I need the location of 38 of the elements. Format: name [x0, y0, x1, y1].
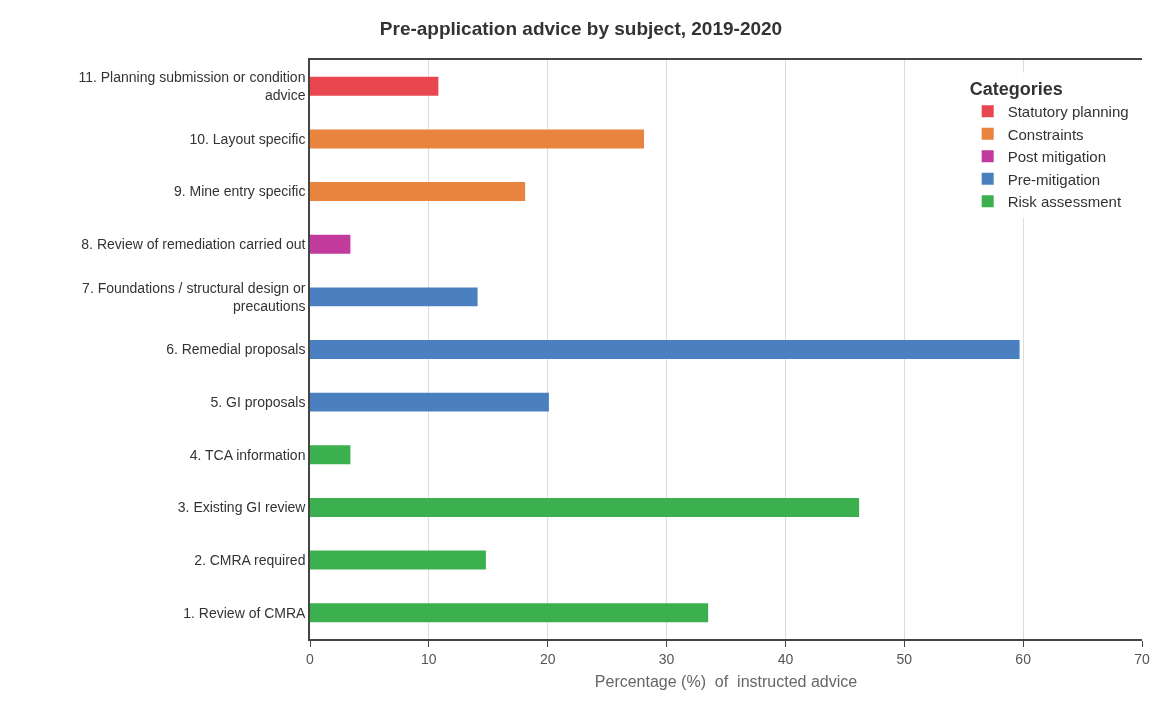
bar [310, 550, 486, 570]
legend-label: Constraints [1007, 125, 1084, 143]
x-tick-label: 40 [777, 650, 794, 667]
bar [310, 76, 439, 96]
bar [310, 129, 644, 149]
bar [310, 287, 478, 307]
x-tick-label: 0 [306, 650, 315, 667]
y-tick-label: 1. Review of CMRA [183, 604, 307, 621]
x-tick-label: 10 [421, 650, 437, 667]
bar [310, 445, 351, 465]
y-tick-label: 7. Foundations / structural design or precautions [82, 279, 306, 314]
bar [310, 234, 351, 254]
x-tick-label: 60 [1015, 650, 1032, 667]
legend-label: Pre-mitigation [1007, 170, 1101, 188]
chart-title: Pre-application advice by subject, 2019-2020 [379, 17, 783, 39]
y-tick-label: 3. Existing GI review [177, 499, 307, 516]
bar [310, 340, 1020, 359]
legend-label: Post mitigation [1007, 148, 1107, 166]
y-tick-label: 6. Remedial proposals [166, 341, 306, 358]
legend-title: Categories [969, 78, 1063, 99]
y-tick-label: 11. Planning submission or condition advice [78, 69, 306, 104]
x-tick-label: 70 [1134, 650, 1150, 667]
x-tick-label: 30 [658, 650, 675, 667]
bar [310, 603, 709, 623]
y-tick-label: 2. CMRA required [194, 551, 306, 568]
bar [310, 182, 526, 202]
y-tick-label: 10. Layout specific [189, 130, 306, 147]
bar [310, 392, 549, 412]
x-tick-label: 20 [539, 650, 556, 667]
x-tick-label: 50 [896, 650, 913, 667]
y-tick-label: 8. Review of remediation carried out [81, 236, 306, 253]
y-tick-label: 4. TCA information [189, 446, 306, 463]
y-tick-label: 9. Mine entry specific [173, 183, 306, 200]
legend-label: Risk assessment [1007, 193, 1122, 211]
x-axis-title: Percentage (%) of instructed advice [594, 672, 858, 690]
bar [310, 497, 860, 517]
legend-label: Statutory planning [1007, 103, 1129, 121]
y-tick-label: 5. GI proposals [210, 394, 306, 411]
